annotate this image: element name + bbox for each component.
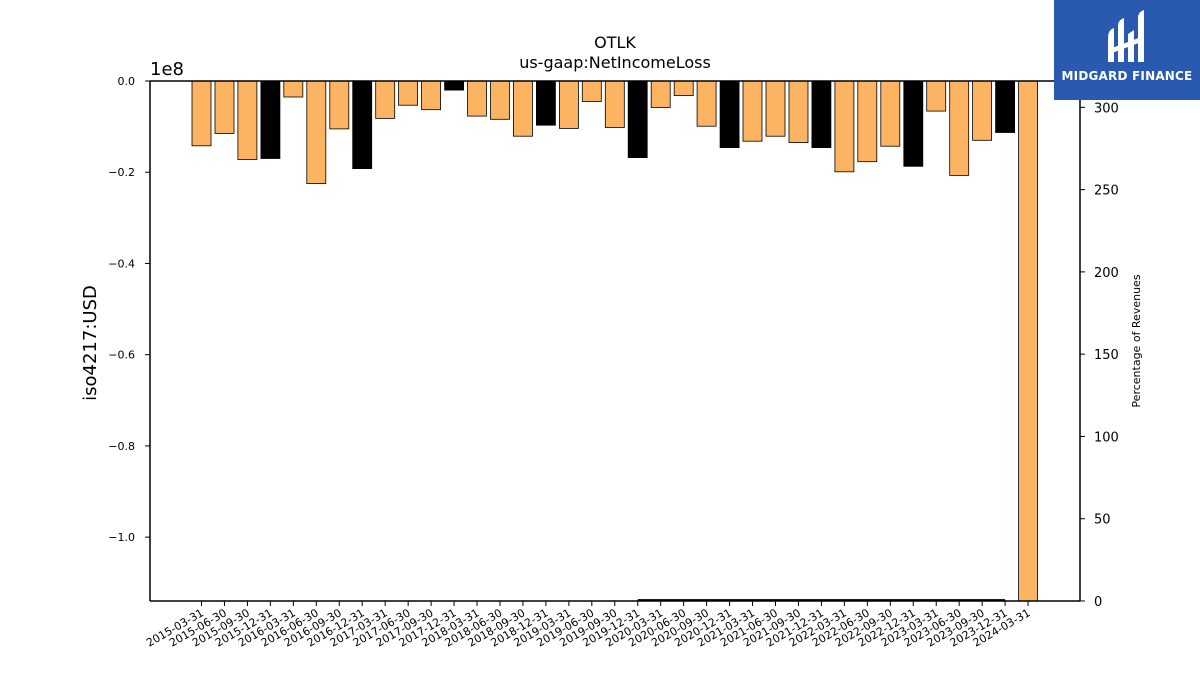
y-tick-label: −0.2 — [108, 166, 135, 179]
bar-2022-06-30 — [857, 80, 878, 163]
bar-2021-12-31 — [811, 80, 832, 148]
bar-2016-06-30 — [306, 80, 327, 184]
bar-2023-12-31 — [995, 80, 1015, 133]
chart-subtitle: us-gaap:NetIncomeLoss — [519, 53, 711, 72]
bar-2017-12-31 — [444, 80, 465, 91]
y2-tick-label: 0 — [1094, 595, 1102, 610]
bar-2023-09-30 — [972, 80, 992, 141]
bar-2019-12-31 — [627, 80, 648, 158]
bar-2019-03-31 — [559, 80, 579, 129]
y2-tick-label: 50 — [1094, 513, 1111, 528]
bar-2022-03-31 — [834, 80, 855, 173]
bar-2023-06-30 — [949, 80, 970, 176]
y-axis-label: iso4217:USD — [80, 285, 101, 401]
bar-2020-06-30 — [673, 80, 694, 97]
chart-title: OTLK — [594, 33, 636, 52]
bar-2015-12-31 — [260, 80, 281, 159]
y-tick-label: −0.6 — [108, 349, 135, 362]
bars-group — [191, 80, 1038, 602]
y2-axis-label: Percentage of Revenues — [1130, 274, 1143, 407]
y-offset-label: 1e8 — [150, 59, 184, 80]
bar-2015-03-31 — [191, 80, 212, 147]
brand-logo: MIDGARD FINANCE — [1054, 0, 1200, 100]
bar-2018-09-30 — [513, 80, 533, 137]
bar-2016-03-31 — [283, 80, 304, 98]
bar-2021-03-31 — [742, 80, 763, 142]
x-ticks-group: 2015-03-312015-06-302015-09-302015-12-31… — [144, 601, 1033, 650]
bar-2022-09-30 — [880, 80, 901, 147]
bar-2015-09-30 — [237, 80, 258, 160]
bar-2016-09-30 — [329, 80, 350, 130]
y-tick-label: 0.0 — [118, 75, 136, 88]
y-tick-label: −0.8 — [108, 440, 135, 453]
y-tick-label: −0.4 — [108, 257, 135, 270]
bar-2019-09-30 — [604, 80, 625, 128]
bar-2017-09-30 — [421, 80, 442, 111]
bar-2023-03-31 — [926, 80, 947, 112]
bar-2018-12-31 — [536, 80, 556, 126]
bar-2020-12-31 — [719, 80, 740, 148]
bar-2020-09-30 — [696, 80, 717, 127]
bar-2018-06-30 — [490, 80, 510, 120]
y-tick-label: −1.0 — [108, 531, 135, 544]
bar-2015-06-30 — [214, 80, 235, 134]
bar-2017-03-31 — [375, 80, 396, 119]
y2-tick-label: 150 — [1094, 348, 1119, 363]
bar-2017-06-30 — [398, 80, 419, 106]
bar-2019-06-30 — [581, 80, 602, 102]
brand-name: MIDGARD FINANCE — [1061, 69, 1193, 83]
y2-tick-label: 200 — [1094, 266, 1119, 281]
y-ticks-group: 0.0 −0.2 −0.4 −0.6 −0.8 −1.0 — [108, 75, 150, 544]
bar-2021-09-30 — [788, 80, 809, 143]
bar-2016-12-31 — [352, 80, 373, 169]
y2-tick-label: 250 — [1094, 184, 1119, 199]
bar-2020-03-31 — [650, 80, 671, 108]
y2-tick-label: 300 — [1094, 101, 1119, 116]
y2-tick-label: 100 — [1094, 430, 1119, 445]
bar-2024-03-31 — [1018, 80, 1038, 602]
bar-2018-03-31 — [467, 80, 487, 117]
bar-2021-06-30 — [765, 80, 786, 137]
y2-ticks-group: 0 50 100 150 200 250 300 — [1080, 101, 1119, 610]
midgard-logo-icon — [1108, 10, 1144, 62]
bar-2022-12-31 — [903, 80, 924, 167]
